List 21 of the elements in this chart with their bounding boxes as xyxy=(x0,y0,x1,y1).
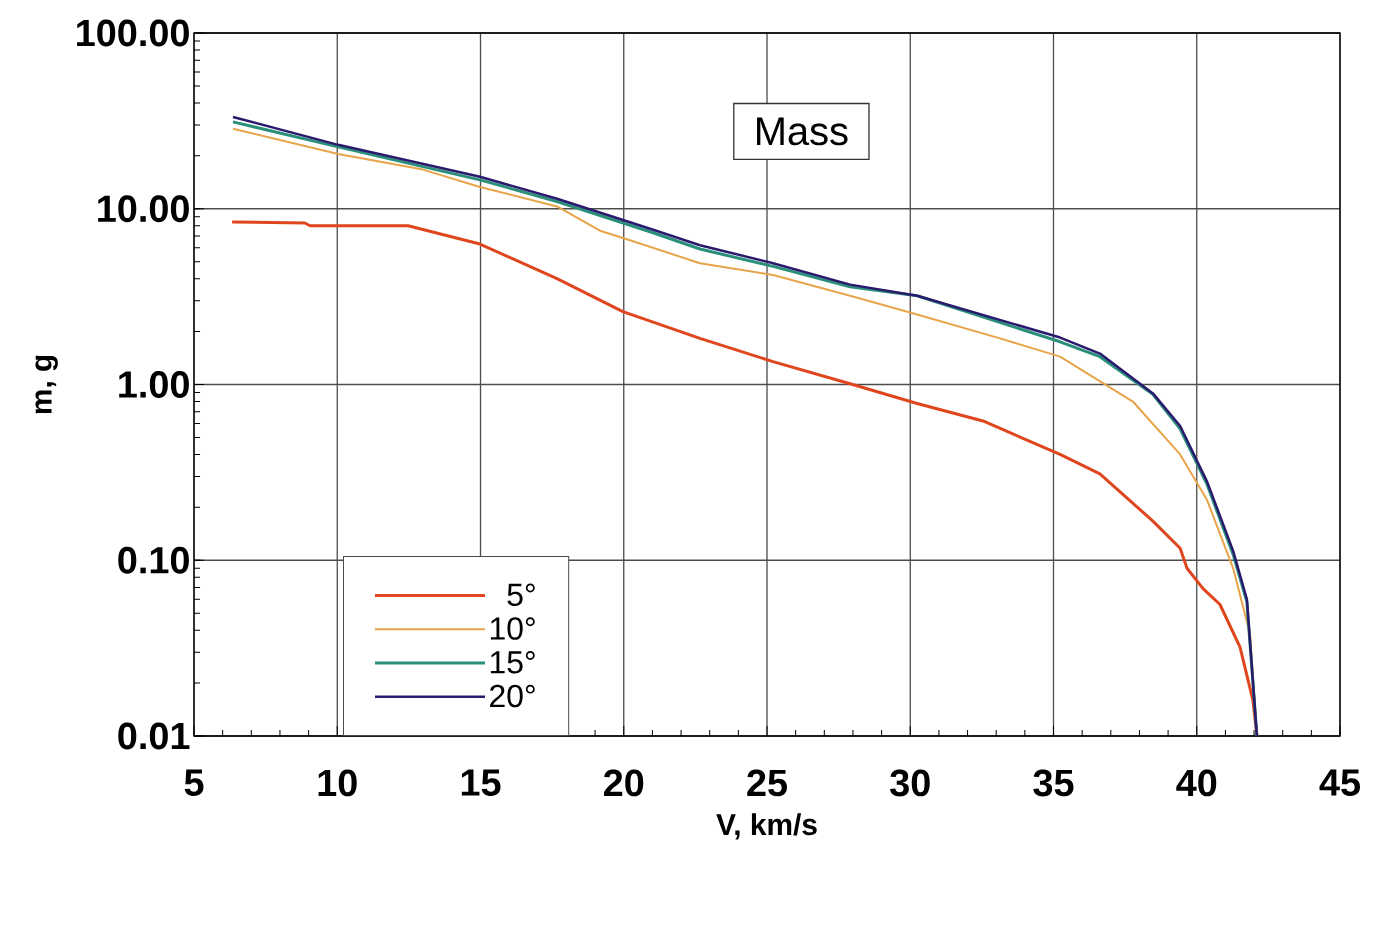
x-tick-label: 35 xyxy=(1033,769,1074,797)
x-tick-label: 30 xyxy=(890,769,930,797)
legend-label: 15° xyxy=(490,651,535,674)
y-tick-label: 0.01 xyxy=(118,722,190,750)
annotation: Mass xyxy=(757,117,848,146)
legend-label: 20° xyxy=(490,684,535,708)
x-tick-label: 40 xyxy=(1176,769,1217,797)
y-tick-label: 1.00 xyxy=(119,371,189,398)
x-tick-label: 5 xyxy=(184,769,204,796)
legend-label: 10° xyxy=(490,617,535,640)
x-tick-label: 15 xyxy=(461,769,501,796)
x-tick-label: 20 xyxy=(604,769,644,797)
x-axis-title: V, km/s xyxy=(716,813,817,840)
x-tick-label: 25 xyxy=(747,769,787,797)
y-axis-title: m, g xyxy=(35,355,58,414)
legend-label: 5° xyxy=(507,583,535,607)
y-tick-label: 10.00 xyxy=(98,195,189,223)
y-tick-label: 0.10 xyxy=(118,546,189,574)
x-tick-label: 10 xyxy=(318,769,357,797)
x-tick-label: 45 xyxy=(1319,769,1360,796)
y-tick-label: 100.00 xyxy=(77,19,189,47)
